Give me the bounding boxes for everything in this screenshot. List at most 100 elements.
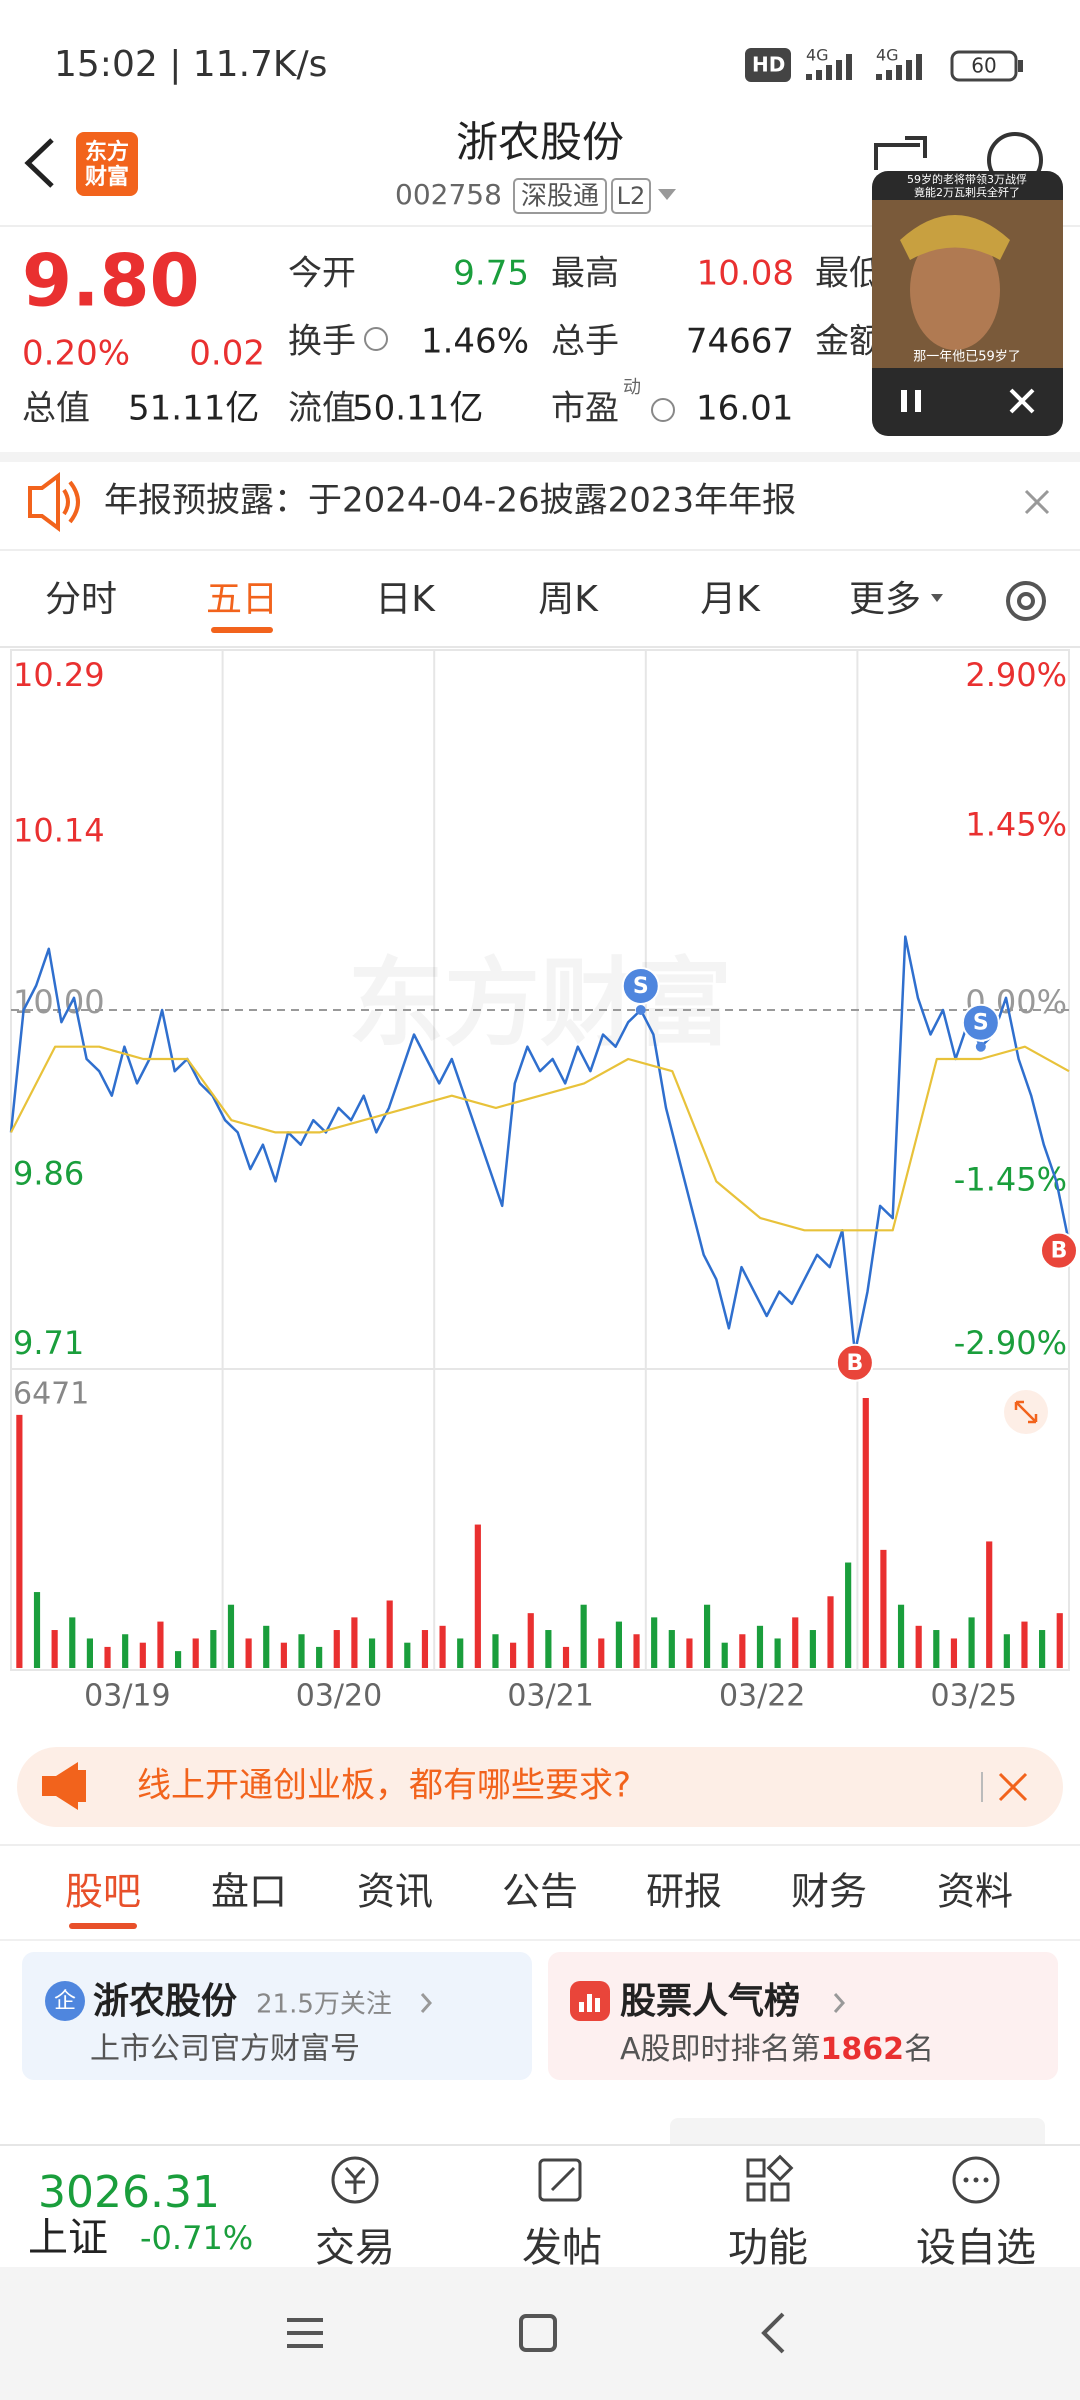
y2-tick-label: 2.90% <box>965 656 1067 694</box>
hd-label: HD <box>752 53 785 77</box>
nav-back[interactable] <box>761 2312 785 2354</box>
index-change[interactable]: -0.71% <box>140 2219 253 2257</box>
field-value: 16.01 <box>696 389 793 429</box>
rank-number: 1862 <box>821 2032 905 2067</box>
action-label[interactable]: 发帖 <box>522 2225 602 2271</box>
trade-marker[interactable] <box>621 967 660 1005</box>
period-tab[interactable]: 更多 <box>849 579 921 620</box>
field-label: 今开 <box>288 254 356 294</box>
icon-shape <box>746 2158 766 2178</box>
period-tab[interactable]: 分时 <box>45 579 117 620</box>
ad-text[interactable]: 线上开通创业板，都有哪些要求? <box>137 1766 631 1806</box>
info-tab[interactable]: 资讯 <box>357 1870 433 1914</box>
price-line <box>10 1045 1070 1232</box>
icon-shape <box>538 2158 582 2202</box>
field-label: 总手 <box>551 322 619 362</box>
rank-card[interactable] <box>548 1952 1058 2080</box>
gear-ring <box>1006 581 1046 621</box>
tab-underline <box>69 1923 137 1929</box>
icon-shape <box>344 2166 366 2194</box>
info-tab[interactable]: 财务 <box>791 1870 867 1914</box>
period-tab[interactable]: 五日 <box>206 579 278 620</box>
battery-level: 60 <box>971 54 996 78</box>
speaker-icon <box>28 472 60 532</box>
trade-marker[interactable] <box>835 1343 874 1382</box>
badge-text: L2 <box>617 182 646 210</box>
info-tab[interactable]: 研报 <box>646 1870 722 1914</box>
tab-underline <box>211 627 273 633</box>
action-label[interactable]: 设自选 <box>916 2225 1036 2271</box>
quote-grid: 今开 9.75 最高 10.08 最低换手 1.46% 总手 74667 金额总值 51.11亿流… <box>22 254 883 429</box>
period-tabs: 分时 五日 日K 周K 月K 更多 <box>45 579 943 633</box>
last-price: 9.80 <box>22 239 200 323</box>
megaphone-mouth <box>78 1770 86 1802</box>
volume-bar <box>897 1604 905 1668</box>
nav-bar <box>0 2267 1080 2400</box>
nav-menu[interactable] <box>287 2318 323 2348</box>
change-pct: 0.20% <box>22 334 130 374</box>
index-value[interactable]: 3026.31 <box>38 2167 220 2218</box>
volume-bar <box>862 1397 869 1668</box>
volume-bar <box>915 1625 922 1668</box>
volume-bar <box>351 1617 358 1668</box>
field-value: 51.11亿 <box>128 389 259 429</box>
volume-bar <box>809 1630 816 1668</box>
settings-icon[interactable] <box>1006 581 1046 621</box>
trade-dot <box>635 1005 646 1015</box>
ad-banner[interactable] <box>17 1747 1063 1827</box>
period-tab[interactable]: 日K <box>375 579 436 620</box>
y2-tick-label: -1.45% <box>954 1161 1067 1199</box>
info-tab[interactable]: 公告 <box>502 1870 578 1914</box>
volume-bar <box>316 1646 323 1668</box>
volume-bar <box>33 1592 41 1668</box>
chevron <box>833 1993 846 2013</box>
volume-bar <box>774 1638 781 1668</box>
info-tab[interactable]: 盘口 <box>211 1870 287 1914</box>
index-name[interactable]: 上证 <box>28 2215 108 2261</box>
volume-bar <box>492 1634 499 1668</box>
battery-tip <box>1018 60 1023 72</box>
nav-home[interactable] <box>519 2314 557 2352</box>
info-tab[interactable]: 股吧 <box>65 1870 141 1914</box>
speaker-waves <box>62 480 80 524</box>
close-notice[interactable] <box>1024 489 1050 515</box>
logo-text: 财富 <box>85 164 129 190</box>
actions: 交易 发帖 功能 设自选 <box>315 2225 1036 2271</box>
close-video[interactable] <box>1009 388 1035 414</box>
dropdown-arrow[interactable] <box>658 189 676 200</box>
icon-shape <box>952 2156 1000 2204</box>
trade-marker[interactable] <box>1040 1231 1078 1270</box>
field-label: 金额 <box>815 322 883 362</box>
action-label[interactable]: 功能 <box>728 2225 808 2271</box>
volume-bar <box>880 1549 887 1668</box>
back-button[interactable] <box>24 138 54 188</box>
trade-dot <box>975 1041 986 1052</box>
volume-bar <box>1003 1634 1010 1668</box>
volume-bar <box>280 1642 287 1668</box>
volume-bar <box>421 1630 429 1668</box>
period-tab[interactable]: 周K <box>538 579 599 620</box>
trade-marker-label: B <box>1051 1239 1068 1264</box>
floating-video[interactable]: 59岁的老将带领3万战俘 竟能2万瓦剌兵全歼了 那一年他已59岁了 <box>872 171 1063 436</box>
volume-bar <box>562 1646 570 1668</box>
period-tab[interactable]: 月K <box>700 579 761 620</box>
official-card[interactable] <box>22 1952 532 2080</box>
pause-button[interactable] <box>901 390 921 412</box>
notice-text[interactable]: 年报预披露：于2024-04-26披露2023年年报 <box>104 481 796 521</box>
share-icon[interactable] <box>874 136 927 170</box>
volume-bar <box>86 1638 93 1668</box>
status-time: 15:02 | 11.7K/s <box>54 44 327 85</box>
field-value: 50.11亿 <box>352 389 483 429</box>
volume-bar <box>703 1604 711 1668</box>
field-value: 10.08 <box>697 254 794 294</box>
trade-marker[interactable] <box>961 1003 1000 1042</box>
close-ad[interactable] <box>998 1772 1028 1802</box>
rank-prefix: A股即时排名第 <box>620 2032 821 2067</box>
volume-bar <box>368 1638 376 1668</box>
volume-bar <box>298 1634 305 1668</box>
action-label[interactable]: 交易 <box>315 2225 395 2271</box>
logo-text: 东方 <box>85 139 129 165</box>
info-tab[interactable]: 资料 <box>937 1870 1013 1914</box>
